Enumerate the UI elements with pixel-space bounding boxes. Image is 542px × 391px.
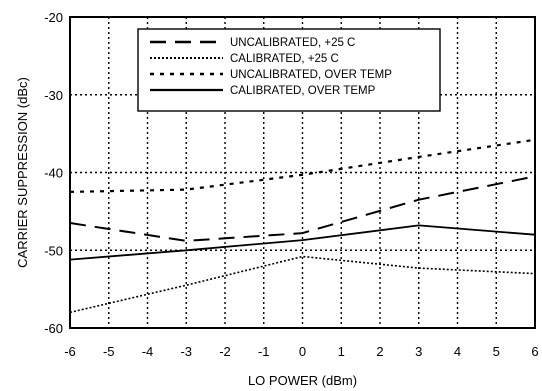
x-tick-label: 4 [454,344,461,359]
x-tick-label: 1 [338,344,345,359]
y-tick-label: -60 [44,321,63,336]
series-line-1 [70,175,535,242]
x-tick-label: -5 [103,344,115,359]
x-tick-label: -6 [64,344,76,359]
x-tick-label: -3 [180,344,192,359]
series-line-2 [70,255,535,314]
x-tick-label: 0 [299,344,306,359]
legend-label-3: UNCALIBRATED, OVER TEMP [230,69,392,81]
x-axis-label: LO POWER (dBm) [248,373,357,388]
x-tick-label: -1 [258,344,270,359]
x-tick-label: 2 [376,344,383,359]
y-axis-label: CARRIER SUPPRESSION (dBc) [15,77,30,268]
plot-frame [69,16,536,329]
series-line-3 [70,138,535,193]
x-tick-label: 5 [493,344,500,359]
legend-label-2: CALIBRATED, +25 C [230,53,339,65]
legend-label-4: CALIBRATED, OVER TEMP [230,85,376,97]
x-tick-label: -2 [219,344,231,359]
y-tick-label: -20 [44,10,63,25]
x-tick-label: 6 [531,344,538,359]
y-tick-label: -30 [44,88,63,103]
legend-label-1: UNCALIBRATED, +25 C [230,37,355,49]
y-tick-label: -40 [44,166,63,181]
series-line-4 [70,224,535,261]
x-tick-label: -4 [142,344,154,359]
y-tick-label: -50 [44,243,63,258]
x-tick-label: 3 [415,344,422,359]
